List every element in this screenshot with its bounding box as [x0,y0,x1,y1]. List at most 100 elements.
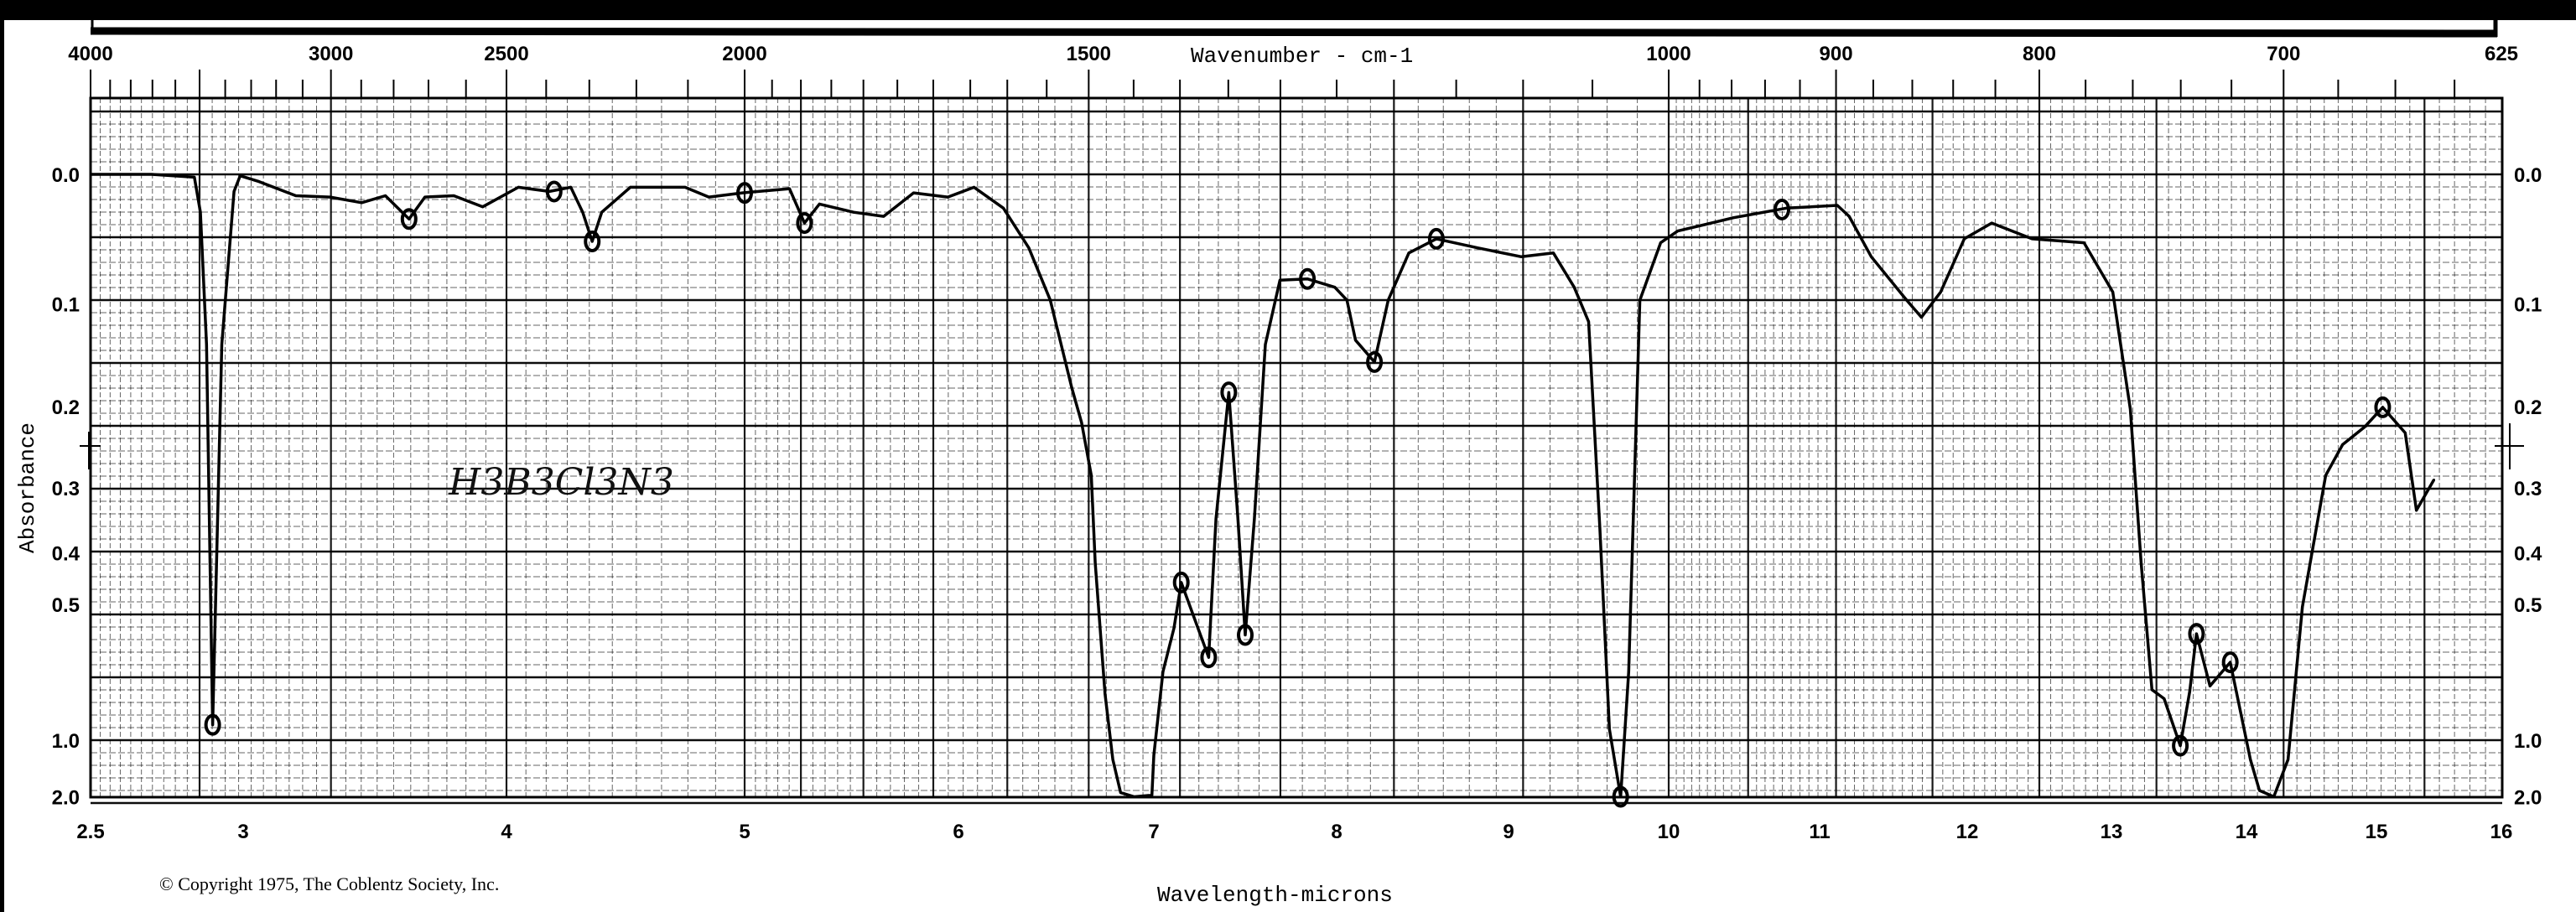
data-point [1080,421,1083,424]
data-point [1919,315,1923,319]
x2-tick-label: 800 [2023,43,2056,65]
data-point [1333,286,1337,289]
x-tick-label: 12 [1956,821,1979,843]
x-tick-label: 5 [739,821,750,843]
y-tick-label-left: 1.0 [52,730,80,753]
circled-peak-marker [545,180,563,203]
data-point [946,195,949,199]
axis-labels: 2.5 3 4 5 6 7 8 9 10 11 12 13 14 15 16 4000 3000 2500 2000… [52,43,2542,843]
circled-peak-marker [1220,381,1238,404]
data-point [150,173,153,176]
y-tick-label-left: 0.1 [52,293,80,316]
top-black-band [0,0,2576,20]
data-point [1253,517,1256,521]
data-point [1172,627,1176,630]
data-point [788,187,792,190]
data-point [1111,758,1114,761]
data-point [238,174,242,178]
data-point [2188,690,2191,693]
data-point [1627,670,1630,673]
y-tick-label-left: 0.0 [52,164,80,187]
data-point [1244,634,1247,637]
data-point [1278,278,1281,282]
data-point [211,723,215,727]
data-point [329,195,332,199]
data-point [707,195,710,199]
data-point [569,185,573,189]
data-point [1836,204,1839,207]
y-tick-label-right: 0.1 [2514,293,2542,316]
data-point [2194,632,2198,635]
circled-peak-marker [2374,396,2392,418]
circled-peak-marker [736,182,753,205]
data-point [423,195,427,199]
x-axis-title: Wavelength-microns [1157,883,1393,908]
data-point [1070,386,1073,389]
data-point [1551,251,1555,255]
data-point [590,240,594,243]
data-point [2139,562,2142,565]
data-point [1119,791,1122,795]
data-point [581,210,584,214]
data-point [2324,474,2328,477]
y-tick-label-left: 0.3 [52,478,80,500]
x2-tick-label: 700 [2267,43,2300,65]
data-point [1587,320,1590,324]
y-tick-label-right: 0.4 [2514,542,2542,565]
handwritten-formula: H3B3Cl3N3 [448,461,674,504]
circled-peak-marker [204,713,221,736]
x-tick-label: 3 [237,821,248,843]
data-point [1387,298,1389,302]
data-point [2229,661,2232,664]
data-point [2381,406,2384,409]
x-tick-label: 2.5 [76,821,104,843]
data-point [89,173,92,176]
x-tick-label: 4 [501,821,512,843]
data-point [1607,728,1611,731]
data-point [1847,215,1851,218]
data-point [1264,343,1267,346]
x2-tick-label: 3000 [309,43,353,65]
data-point [360,201,363,205]
data-point [2209,684,2212,687]
circled-peak-marker [2172,734,2189,757]
data-point [2341,443,2345,446]
data-point [2363,425,2366,428]
circled-peak-marker [1612,785,1629,808]
left-black-edge [0,0,4,912]
data-point [2403,431,2407,434]
x-tick-label: 9 [1503,821,1514,843]
y-tick-label-left: 2.0 [52,787,80,810]
data-point [408,217,411,220]
data-point [1373,360,1376,364]
data-point [1659,241,1662,245]
data-point [818,202,821,205]
data-point [1027,246,1031,250]
plot-frame [89,96,2504,799]
data-point [911,191,915,194]
data-point [294,194,298,197]
y-tick-label-right: 0.3 [2514,478,2542,500]
data-point [2301,605,2304,609]
data-point [1476,246,1479,250]
data-point [1236,517,1239,521]
data-point [1639,298,1642,302]
circled-peak-marker [400,208,418,231]
data-point [2272,795,2276,798]
circled-peak-marker [1299,267,1317,290]
data-point [384,194,387,197]
data-point [199,210,202,214]
copyright-text: © Copyright 1975, The Coblentz Society, … [159,873,499,894]
data-point [1152,754,1156,757]
circled-peak-marker [2221,651,2239,674]
data-point [1354,339,1358,342]
data-point [2111,290,2115,293]
data-point [205,343,208,346]
data-point [2249,758,2252,761]
data-point [1207,656,1210,659]
data-point [802,221,806,225]
data-point [1990,221,1993,225]
x-tick-label: 6 [953,821,963,843]
series-marks [89,173,2436,808]
